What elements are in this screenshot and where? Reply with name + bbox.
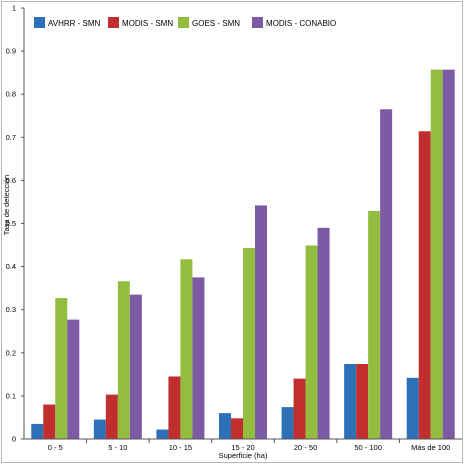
bar [368, 211, 381, 439]
y-tick-label: 0.4 [6, 262, 16, 271]
y-tick-label: 0.7 [6, 133, 16, 142]
legend: AVHRR - SMN MODIS - SMN GOES - SMN MODIS - … [34, 17, 336, 28]
x-tick-label: 10 - 15 [169, 443, 192, 452]
legend-label: AVHRR - SMN [48, 19, 101, 28]
y-tick-label: 0 [12, 435, 16, 444]
bar [293, 378, 306, 439]
y-tick-label: 0.1 [6, 391, 16, 400]
bar [156, 429, 169, 439]
legend-label: GOES - SMN [192, 19, 240, 28]
legend-swatch [108, 17, 119, 28]
y-tick-label: 0.8 [6, 90, 16, 99]
y-tick-label: 0.9 [6, 47, 16, 56]
bar [43, 404, 56, 439]
bar [219, 413, 231, 439]
y-axis-title: Tasa de detección [2, 175, 11, 235]
x-tick-label: 20 - 50 [294, 443, 317, 452]
bar [168, 376, 181, 439]
y-tick-label: 0.5 [6, 219, 16, 228]
bar [180, 259, 193, 439]
bar [231, 418, 243, 439]
x-tick-label: 5 - 10 [108, 443, 127, 452]
bar [105, 394, 118, 439]
y-tick-label: 1 [12, 4, 16, 13]
bar [55, 298, 68, 439]
bar [192, 277, 205, 439]
legend-swatch [34, 17, 45, 28]
bar [243, 248, 255, 439]
bar [117, 281, 130, 439]
legend-label: MODIS - SMN [122, 19, 173, 28]
legend-swatch [178, 17, 189, 28]
bar [418, 131, 431, 440]
x-tick-label: 50 - 100 [354, 443, 382, 452]
legend-swatch [252, 17, 263, 28]
bar [129, 294, 142, 439]
y-tick-label: 0.3 [6, 305, 16, 314]
bar [305, 245, 318, 439]
bar [281, 407, 294, 439]
x-tick-label: Más de 100 [411, 443, 450, 452]
bar [67, 319, 80, 439]
legend-label: MODIS - CONABIO [266, 19, 336, 28]
x-tick-label: 15 - 20 [231, 443, 254, 452]
bar [255, 205, 267, 439]
bar [93, 419, 106, 439]
y-tick-label: 0.6 [6, 176, 16, 185]
bars-layer [31, 69, 455, 440]
x-axis-title: Superficie (ha) [219, 451, 268, 460]
bar [344, 364, 357, 439]
bar [380, 109, 393, 439]
y-ticks: 0 0.1 0.2 0.3 0.4 0.5 0.6 0.7 0.8 0.9 1 [6, 4, 24, 444]
x-tick-label: 0 - 5 [48, 443, 63, 452]
y-tick-label: 0.2 [6, 348, 16, 357]
bar [31, 423, 44, 439]
bar [317, 227, 330, 439]
bar [356, 364, 369, 439]
x-ticks: 0 - 5 5 - 10 10 - 15 15 - 20 20 - 50 50 - 100… [48, 439, 450, 452]
bar [406, 377, 419, 439]
bar [442, 69, 455, 440]
bar [430, 69, 443, 440]
